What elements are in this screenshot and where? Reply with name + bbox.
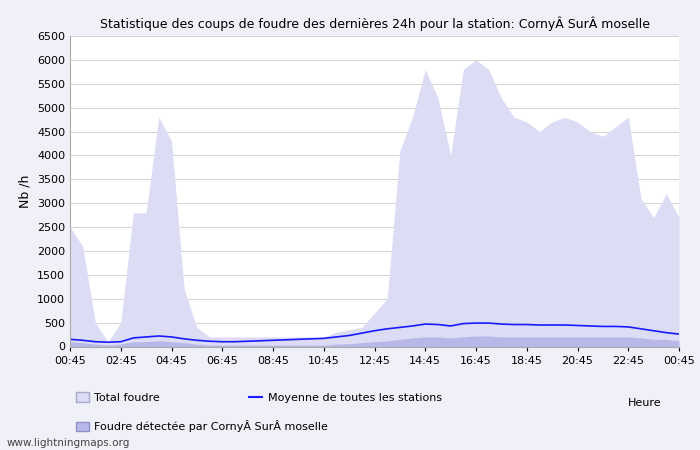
Title: Statistique des coups de foudre des dernières 24h pour la station: CornyÂ SurÂ m: Statistique des coups de foudre des dern… — [99, 16, 650, 31]
Y-axis label: Nb /h: Nb /h — [18, 175, 32, 208]
Text: Heure: Heure — [628, 398, 661, 408]
Text: www.lightningmaps.org: www.lightningmaps.org — [7, 438, 130, 448]
Legend: Foudre détectée par CornyÂ SurÂ moselle: Foudre détectée par CornyÂ SurÂ moselle — [76, 420, 328, 432]
